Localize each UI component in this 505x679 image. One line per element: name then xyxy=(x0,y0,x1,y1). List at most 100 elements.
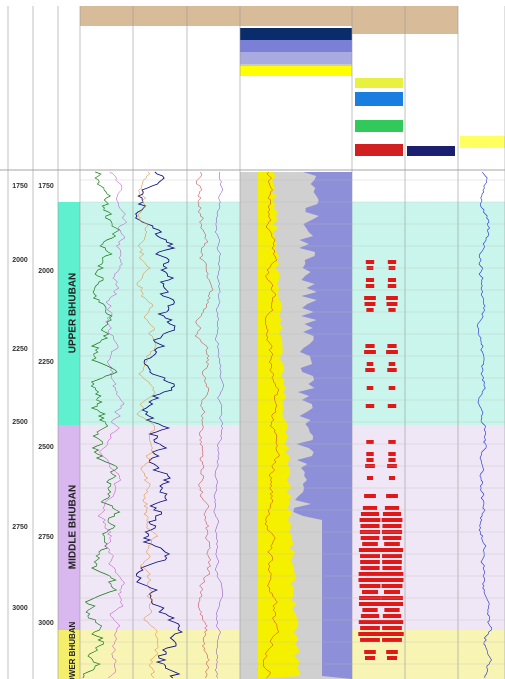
track-header xyxy=(80,6,133,26)
log-curve xyxy=(477,171,492,679)
red-blob xyxy=(387,278,397,282)
red-blob xyxy=(386,302,398,306)
color-key xyxy=(460,136,505,148)
red-blob xyxy=(384,608,400,612)
red-blob xyxy=(388,362,396,366)
tvdss-label: 2250 xyxy=(38,359,54,366)
red-blob xyxy=(360,560,380,564)
log-curve xyxy=(82,171,121,679)
red-blob xyxy=(358,578,382,582)
track-header xyxy=(405,6,458,34)
red-blob xyxy=(361,590,379,594)
log-curve xyxy=(194,171,214,679)
red-blob xyxy=(364,650,376,654)
red-blob xyxy=(366,308,374,312)
red-blob xyxy=(380,620,404,624)
tvdss-label: 3000 xyxy=(38,620,54,627)
zone-label: LOWER BHUBAN xyxy=(68,621,77,679)
red-blob xyxy=(366,458,374,462)
red-blob xyxy=(364,656,376,660)
track-header xyxy=(133,6,187,26)
red-blob xyxy=(365,368,375,372)
zone-label: MIDDLE BHUBAN xyxy=(68,485,79,569)
red-blob xyxy=(388,476,396,480)
zone-label: UPPER BHUBAN xyxy=(68,273,79,354)
log-curve xyxy=(213,171,225,679)
red-blob xyxy=(360,566,380,570)
red-blob xyxy=(382,536,402,540)
red-blob xyxy=(384,542,400,546)
header xyxy=(0,6,505,171)
red-blob xyxy=(382,512,402,516)
tvdss-label: 2500 xyxy=(38,444,54,451)
red-blob xyxy=(360,638,380,642)
red-blob xyxy=(380,548,404,552)
red-blob xyxy=(360,512,380,516)
red-blob xyxy=(388,458,396,462)
red-blob xyxy=(386,650,398,654)
red-blob xyxy=(387,404,397,408)
red-blob xyxy=(386,656,398,660)
red-blob xyxy=(366,386,374,390)
red-blob xyxy=(380,572,404,576)
red-blob xyxy=(382,566,402,570)
red-blob xyxy=(364,494,376,498)
shale-fill xyxy=(293,172,352,679)
curves xyxy=(82,171,492,679)
red-blob xyxy=(381,584,403,588)
lith-key xyxy=(240,28,352,40)
red-blob xyxy=(364,350,376,354)
red-blob xyxy=(386,296,398,300)
md-label: 3000 xyxy=(12,605,28,612)
upper-zone-cell xyxy=(58,202,80,425)
red-blob xyxy=(362,608,378,612)
red-blob xyxy=(362,506,378,510)
red-blob xyxy=(365,284,375,288)
track-header xyxy=(240,6,352,26)
red-blob xyxy=(387,368,397,372)
lith-key xyxy=(240,66,352,76)
red-blob xyxy=(360,554,380,558)
red-blob xyxy=(365,404,375,408)
red-blob xyxy=(387,344,397,348)
red-blob xyxy=(382,626,402,630)
md-label: 2000 xyxy=(12,257,28,264)
md-label: 1750 xyxy=(12,183,28,190)
red-blob xyxy=(382,554,402,558)
red-blob xyxy=(380,602,404,606)
red-blob xyxy=(388,452,396,456)
red-blob xyxy=(365,344,375,348)
red-blob xyxy=(380,632,404,636)
red-blob xyxy=(358,632,382,636)
red-blob xyxy=(359,518,381,522)
md-label: 2250 xyxy=(12,346,28,353)
red-blob xyxy=(360,524,380,528)
red-blob xyxy=(358,548,382,552)
red-blob xyxy=(386,350,398,354)
color-key xyxy=(355,92,403,106)
red-blob xyxy=(358,602,382,606)
color-key xyxy=(407,146,455,156)
red-blob xyxy=(382,638,402,642)
red-blob xyxy=(366,476,374,480)
red-blob xyxy=(384,506,400,510)
red-blob xyxy=(366,440,374,444)
red-blob xyxy=(358,620,382,624)
red-blob xyxy=(366,452,374,456)
tvdss-label: 2000 xyxy=(38,268,54,275)
red-blob xyxy=(360,626,380,630)
red-blob xyxy=(359,584,381,588)
red-blob xyxy=(382,524,402,528)
color-key xyxy=(355,144,403,156)
red-blob xyxy=(382,614,402,618)
lith-key xyxy=(240,52,352,64)
log-curve xyxy=(97,171,128,679)
middle-zone-cell xyxy=(58,425,80,630)
red-blob xyxy=(364,296,376,300)
red-blob xyxy=(388,308,396,312)
md-label: 2500 xyxy=(12,419,28,426)
red-blob xyxy=(386,494,398,498)
red-blob xyxy=(383,590,401,594)
tvdss-label: 1750 xyxy=(38,183,54,190)
